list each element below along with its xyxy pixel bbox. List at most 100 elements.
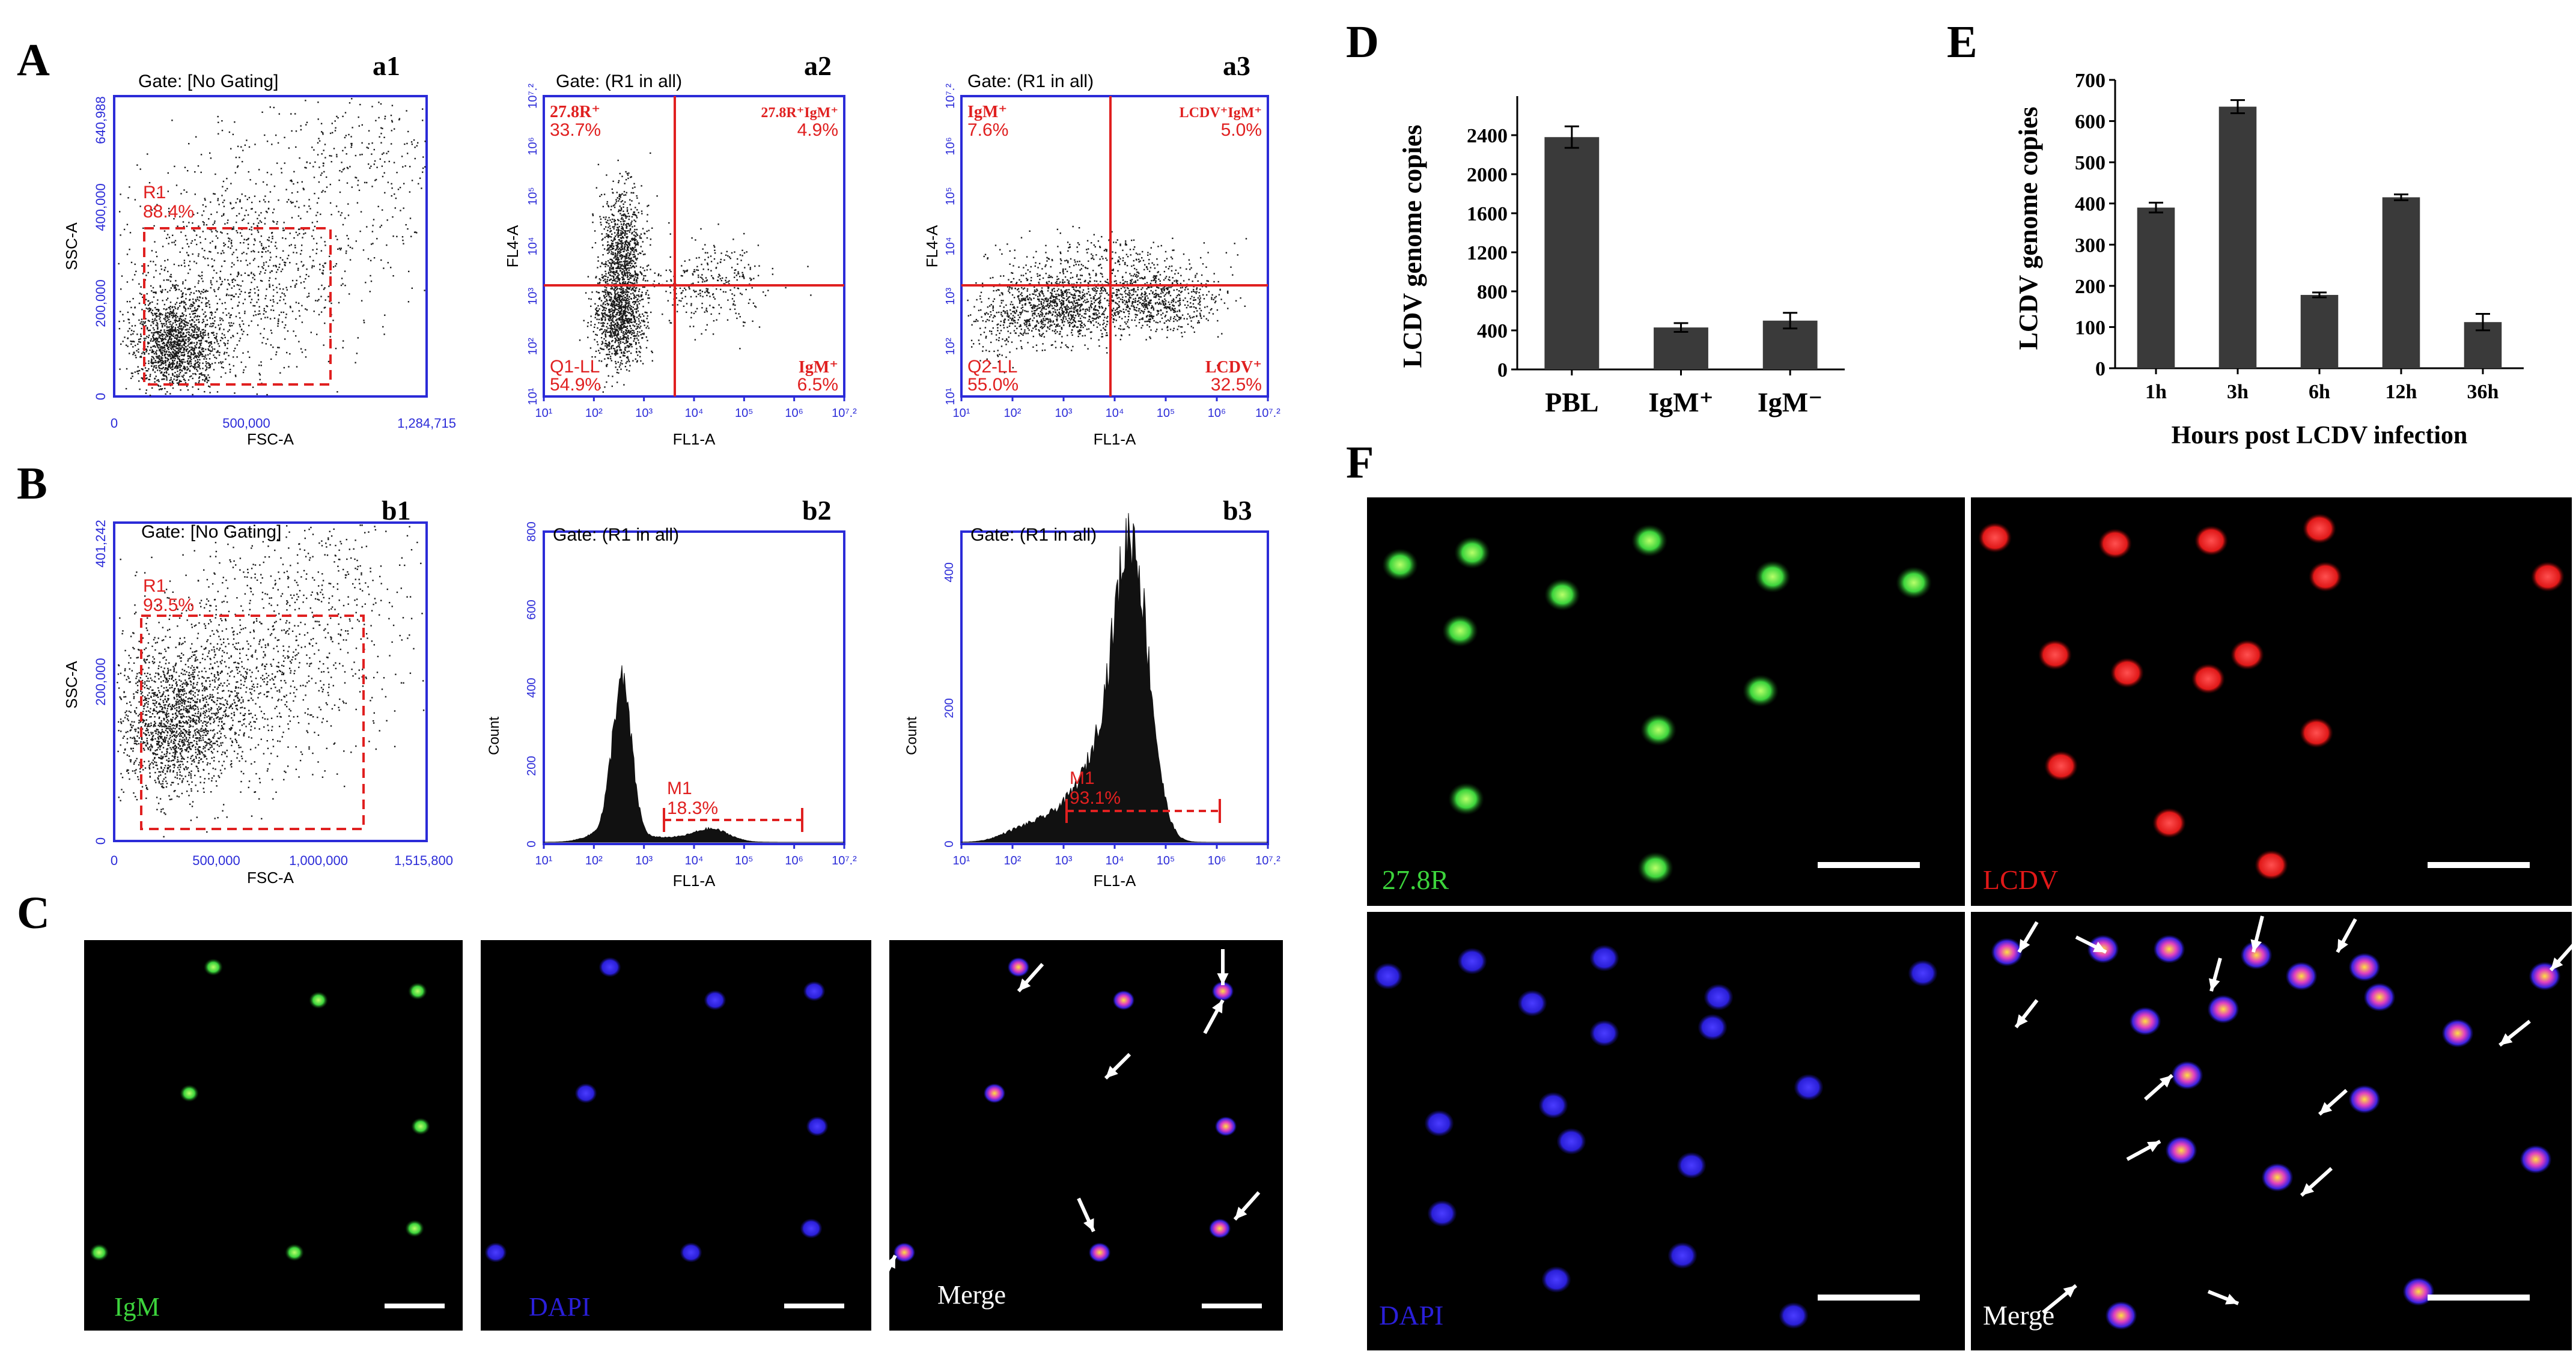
event-dot [161,378,163,380]
event-dot [632,360,634,362]
event-dot [217,198,219,199]
event-dot [643,332,645,335]
event-dot [633,279,635,282]
event-dot [166,315,169,317]
event-dot [172,363,174,365]
event-dot [386,219,388,221]
event-dot [619,347,621,348]
event-dot [147,330,150,332]
event-dot [614,220,617,222]
event-dot [284,162,285,164]
event-dot [231,287,233,289]
event-dot [306,121,308,123]
event-dot [311,267,313,269]
event-dot [209,353,211,355]
event-dot [165,315,166,317]
event-dot [159,348,161,351]
event-dot [278,266,280,269]
event-dot [193,349,195,351]
event-dot [189,313,191,315]
event-dot [352,247,353,249]
event-dot [785,287,787,289]
event-dot [150,312,153,314]
event-dot [152,356,154,358]
event-dot [151,387,153,389]
event-dot [323,307,325,309]
event-dot [620,311,622,313]
event-dot [252,223,255,225]
event-dot [238,312,240,314]
event-dot [752,320,754,322]
event-dot [226,293,228,295]
event-dot [614,328,616,330]
event-dot [633,275,635,276]
event-dot [176,354,178,357]
event-dot [732,303,734,305]
event-dot [692,273,693,275]
event-dot [621,214,623,216]
event-dot [624,262,626,264]
event-dot [639,331,641,333]
event-dot [177,353,179,354]
event-dot [189,369,191,371]
event-dot [266,305,267,307]
event-dot [1088,300,1089,303]
event-dot [118,320,120,323]
event-dot [123,228,126,231]
event-dot [1021,292,1023,294]
event-dot [368,143,370,145]
event-dot [615,259,617,261]
event-dot [217,350,219,352]
event-dot [611,253,612,255]
event-dot [145,351,147,353]
event-dot [645,275,647,277]
event-dot [607,244,609,246]
event-dot [621,226,623,228]
event-dot [153,338,155,339]
event-dot [169,380,171,381]
event-dot [226,178,228,180]
event-dot [171,324,173,326]
event-dot [242,333,243,335]
event-dot [637,254,639,255]
event-dot [162,348,164,350]
event-dot [611,263,612,265]
event-dot [206,298,207,300]
event-dot [624,214,627,216]
event-dot [172,314,174,316]
event-dot [173,218,175,220]
event-dot [335,265,336,267]
event-dot [209,152,211,154]
event-dot [600,337,603,339]
event-dot [611,310,613,312]
event-dot [163,329,165,331]
event-dot [293,237,295,239]
event-dot [701,264,702,266]
event-dot [754,265,756,267]
event-dot [626,333,627,335]
event-dot [184,382,187,384]
event-dot [611,251,613,253]
event-dot [208,336,210,339]
event-dot [611,268,612,270]
event-dot [151,365,153,367]
event-dot [215,247,216,249]
event-dot [266,305,269,308]
event-dot [630,289,633,291]
event-dot [600,300,603,302]
event-dot [367,258,370,260]
event-dot [172,329,174,330]
event-dot [170,342,172,345]
event-dot [231,279,233,281]
event-dot [621,200,624,202]
event-dot [604,334,606,336]
event-dot [145,318,147,320]
event-dot [609,219,611,221]
event-dot [639,356,641,357]
event-dot [611,299,612,300]
event-dot [612,309,614,311]
event-dot [172,335,175,337]
event-dot [152,335,154,337]
event-dot [175,317,177,319]
event-dot [174,365,177,368]
